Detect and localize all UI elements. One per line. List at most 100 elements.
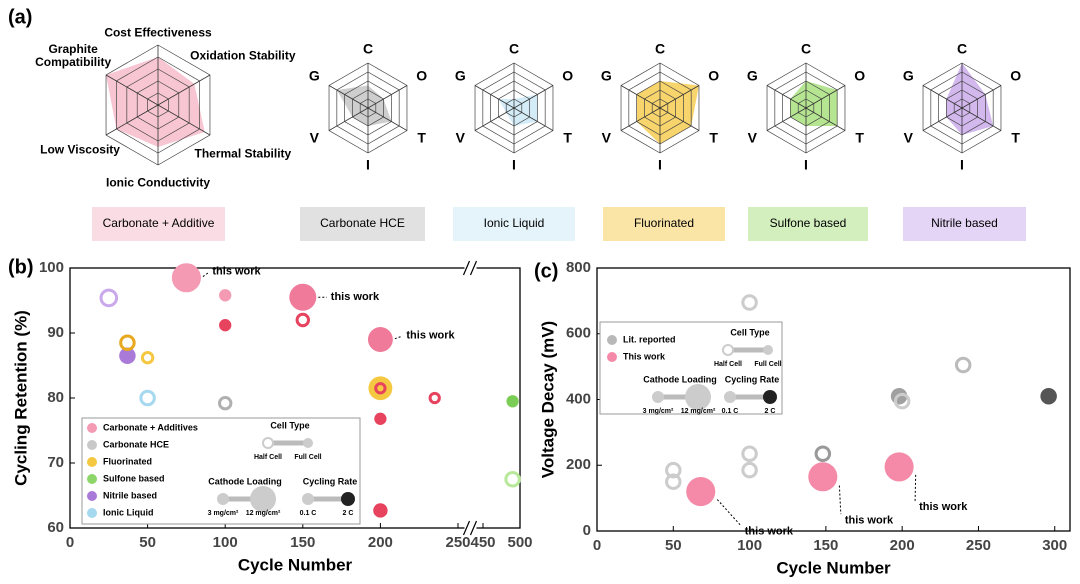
radar-spoke: [659, 107, 700, 131]
radar-axis-label: O: [562, 68, 573, 84]
bubble: [219, 319, 232, 332]
legend-key-swatch: [341, 492, 355, 506]
bubble: [893, 392, 911, 410]
bubble: [219, 289, 232, 302]
bubble: [368, 376, 393, 401]
radar-axis-label: G: [455, 68, 466, 84]
annotation: this work: [406, 329, 455, 341]
legend-key-swatch: [685, 384, 711, 410]
radar-axis-label: O: [708, 68, 719, 84]
series-box: [603, 207, 725, 241]
y-tick-label: 80: [47, 389, 64, 406]
legend-key-title: Cycling Rate: [725, 374, 780, 384]
radar-spoke: [105, 104, 159, 136]
legend-key-title: Cell Type: [730, 327, 769, 337]
bubble: [504, 471, 521, 488]
annotation: this work: [212, 266, 261, 278]
radar-spoke: [474, 85, 515, 109]
annotation: this work: [845, 515, 894, 527]
legend-label: Ionic Liquid: [103, 507, 154, 517]
legend-key-swatch: [217, 493, 229, 505]
bubble: [374, 382, 387, 395]
series-name: Ionic Liquid: [484, 216, 545, 230]
legend-key-label: 12 mg/cm²: [246, 510, 281, 517]
bubble: [374, 412, 387, 425]
radar-axis-label: G: [309, 68, 320, 84]
legend-label: Nitrile based: [103, 490, 157, 500]
y-tick-label: 400: [566, 390, 591, 407]
radar-axis-label: I: [512, 157, 516, 173]
radar-area: [946, 63, 994, 135]
x-tick-label: 50: [665, 537, 682, 554]
radar-spoke: [766, 107, 807, 131]
annotation-arrow: [394, 335, 403, 340]
radar-axis-label: C: [363, 41, 373, 57]
radar-spoke: [367, 85, 408, 109]
radar-axis-label: I: [658, 157, 662, 173]
axis-break-mark: [462, 520, 471, 536]
radar-spoke: [766, 85, 807, 109]
legend-key-swatch: [250, 486, 276, 512]
bubble: [99, 288, 119, 308]
radar-axis-label: G: [747, 68, 758, 84]
radar-spoke: [922, 85, 963, 109]
y-tick-label: 200: [566, 456, 591, 473]
radar-axis-label: C: [801, 41, 811, 57]
series-name: Carbonate + Additive: [103, 216, 215, 230]
series-name: Sulfone based: [770, 216, 847, 230]
legend-key-swatch: [763, 345, 773, 355]
bubble: [954, 356, 972, 374]
radar-spoke: [513, 107, 554, 131]
radar-axis-label: V: [310, 130, 320, 146]
radar-spoke: [513, 85, 554, 109]
radar-axis-label: Low Viscosity: [40, 142, 120, 157]
x-tick-label: 100: [737, 537, 762, 554]
legend-swatch: [87, 491, 97, 501]
legend-box: [81, 417, 361, 525]
x-tick-label: 150: [813, 537, 838, 554]
y-tick-label: 100: [39, 259, 64, 276]
radar-spoke: [659, 85, 700, 109]
radar-axis-label: T: [709, 130, 718, 146]
radar-spoke: [805, 85, 846, 109]
radar-spoke: [961, 85, 1002, 109]
radar-axis-label: Cost Effectiveness: [104, 25, 212, 40]
legend-swatch: [87, 474, 97, 484]
radar-spoke: [620, 107, 661, 131]
bubble: [428, 391, 441, 405]
legend-swatch: [607, 335, 617, 345]
legend-key-swatch: [303, 438, 313, 448]
y-tick-label: 0: [583, 522, 591, 539]
y-axis-label: Voltage Decay (mV): [538, 321, 557, 478]
bubble: [367, 327, 393, 352]
y-axis-label: Cycling Retention (%): [11, 310, 30, 486]
legend-key-label: Full Cell: [754, 361, 781, 368]
legend-key-label: 2 C: [343, 510, 354, 517]
radar-spoke: [157, 104, 211, 136]
x-tick-label: 450: [470, 534, 495, 551]
legend-label: Fluorinated: [103, 456, 152, 466]
annotation-arrow: [838, 485, 842, 515]
bubble: [884, 452, 914, 482]
radar-axis-label: O: [1010, 68, 1021, 84]
bubble: [373, 503, 388, 518]
series-name: Fluorinated: [634, 216, 694, 230]
legend-key-label: Half Cell: [714, 361, 742, 368]
y-tick-label: 70: [47, 454, 64, 471]
x-tick-label: 50: [139, 534, 156, 551]
radar-axis-label: V: [904, 130, 914, 146]
bubble: [665, 473, 682, 490]
x-tick-label: 100: [213, 534, 238, 551]
legend-key-swatch: [763, 390, 777, 404]
bubble: [665, 461, 682, 479]
axis-break-gap: [464, 260, 477, 276]
bubble: [741, 461, 758, 479]
y-tick-label: 90: [47, 324, 64, 341]
annotation: this work: [331, 291, 380, 303]
x-tick-label: 300: [1042, 537, 1067, 554]
legend-swatch: [87, 457, 97, 467]
radar-spoke: [367, 107, 408, 131]
axis-break-mark: [462, 260, 471, 276]
